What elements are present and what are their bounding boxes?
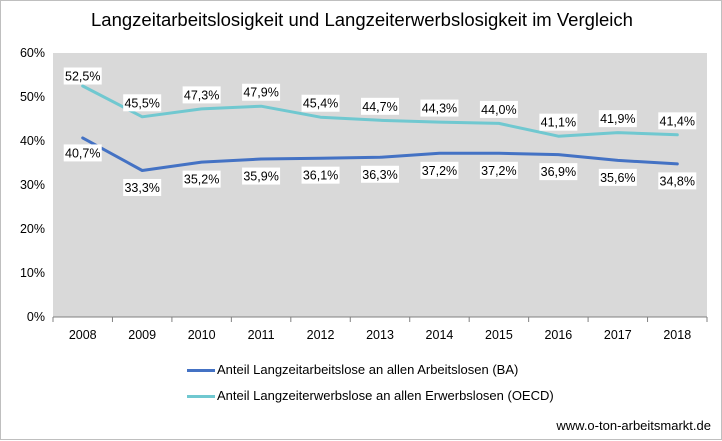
series-line-ba (81, 136, 679, 172)
data-label-box (361, 97, 399, 115)
series-line-oecd (81, 84, 679, 138)
data-label-box (479, 161, 518, 179)
data-label-box (242, 167, 281, 185)
data-label-oecd: 44,7% (362, 100, 397, 114)
data-label-oecd: 52,5% (65, 70, 100, 84)
data-label-oecd: 47,3% (184, 88, 219, 102)
x-tick-label: 2011 (248, 328, 275, 342)
data-label-ba: 35,9% (243, 170, 278, 184)
data-label-oecd: 45,4% (303, 97, 338, 111)
data-label-box (63, 144, 102, 162)
x-tick-label: 2008 (69, 328, 97, 342)
data-label-ba: 40,7% (65, 146, 100, 160)
x-tick-label: 2016 (544, 328, 572, 342)
data-label-oecd: 47,9% (243, 86, 278, 100)
data-label-oecd: 41,9% (600, 112, 635, 126)
data-label-box (301, 166, 340, 184)
data-label-box (658, 112, 697, 130)
data-label-box (63, 67, 102, 85)
data-label-box (123, 178, 162, 196)
x-tick-label: 2009 (128, 328, 156, 342)
data-label-box (420, 99, 459, 117)
x-tick-label: 2013 (366, 328, 394, 342)
x-tick-label: 2017 (604, 328, 632, 342)
legend-label-oecd: Anteil Langzeiterwerbslose an allen Erwe… (217, 388, 554, 403)
x-tick-label: 2015 (485, 328, 513, 342)
data-label-box (658, 172, 697, 190)
source-url: www.o-ton-arbeitsmarkt.de (556, 418, 711, 433)
data-label-ba: 33,3% (124, 181, 159, 195)
data-label-oecd: 41,4% (660, 114, 695, 128)
data-label-ba: 34,8% (660, 174, 695, 188)
legend-swatch-oecd (187, 395, 215, 398)
data-label-box (361, 165, 399, 183)
data-label-ba: 35,2% (184, 173, 219, 187)
x-tick-label: 2012 (307, 328, 335, 342)
data-label-oecd: 44,0% (481, 103, 516, 117)
y-tick-label: 40% (20, 134, 45, 148)
y-tick-label: 0% (27, 310, 45, 324)
y-tick-label: 20% (20, 222, 45, 236)
data-label-ba: 35,6% (600, 171, 635, 185)
data-label-box (598, 168, 637, 186)
y-tick-label: 60% (20, 46, 45, 60)
data-label-ba: 36,1% (303, 169, 338, 183)
legend-label-ba: Anteil Langzeitarbeitslose an allen Arbe… (217, 362, 519, 377)
data-label-ba: 36,3% (362, 168, 397, 182)
data-label-ba: 36,9% (541, 165, 576, 179)
data-label-box (301, 94, 340, 112)
data-label-box (242, 83, 281, 101)
data-label-box (420, 161, 459, 179)
data-label-box (182, 86, 221, 104)
x-tick-label: 2010 (188, 328, 216, 342)
data-label-oecd: 45,5% (124, 96, 159, 110)
data-label-box (598, 110, 637, 128)
x-tick-label: 2018 (663, 328, 691, 342)
data-label-box (182, 170, 221, 188)
y-tick-label: 30% (20, 178, 45, 192)
data-label-box (539, 163, 578, 181)
x-tick-label: 2014 (426, 328, 454, 342)
data-label-box (123, 94, 162, 112)
chart-title: Langzeitarbeitslosigkeit und Langzeiterw… (91, 9, 633, 30)
plot-area (53, 53, 707, 317)
data-label-ba: 37,2% (481, 164, 516, 178)
data-label-box (539, 113, 578, 131)
legend-swatch-ba (187, 369, 215, 372)
data-label-ba: 37,2% (422, 164, 457, 178)
data-label-oecd: 41,1% (541, 116, 576, 130)
data-label-oecd: 44,3% (422, 102, 457, 116)
data-label-box (479, 100, 518, 118)
y-tick-label: 50% (20, 90, 45, 104)
y-tick-label: 10% (20, 266, 45, 280)
